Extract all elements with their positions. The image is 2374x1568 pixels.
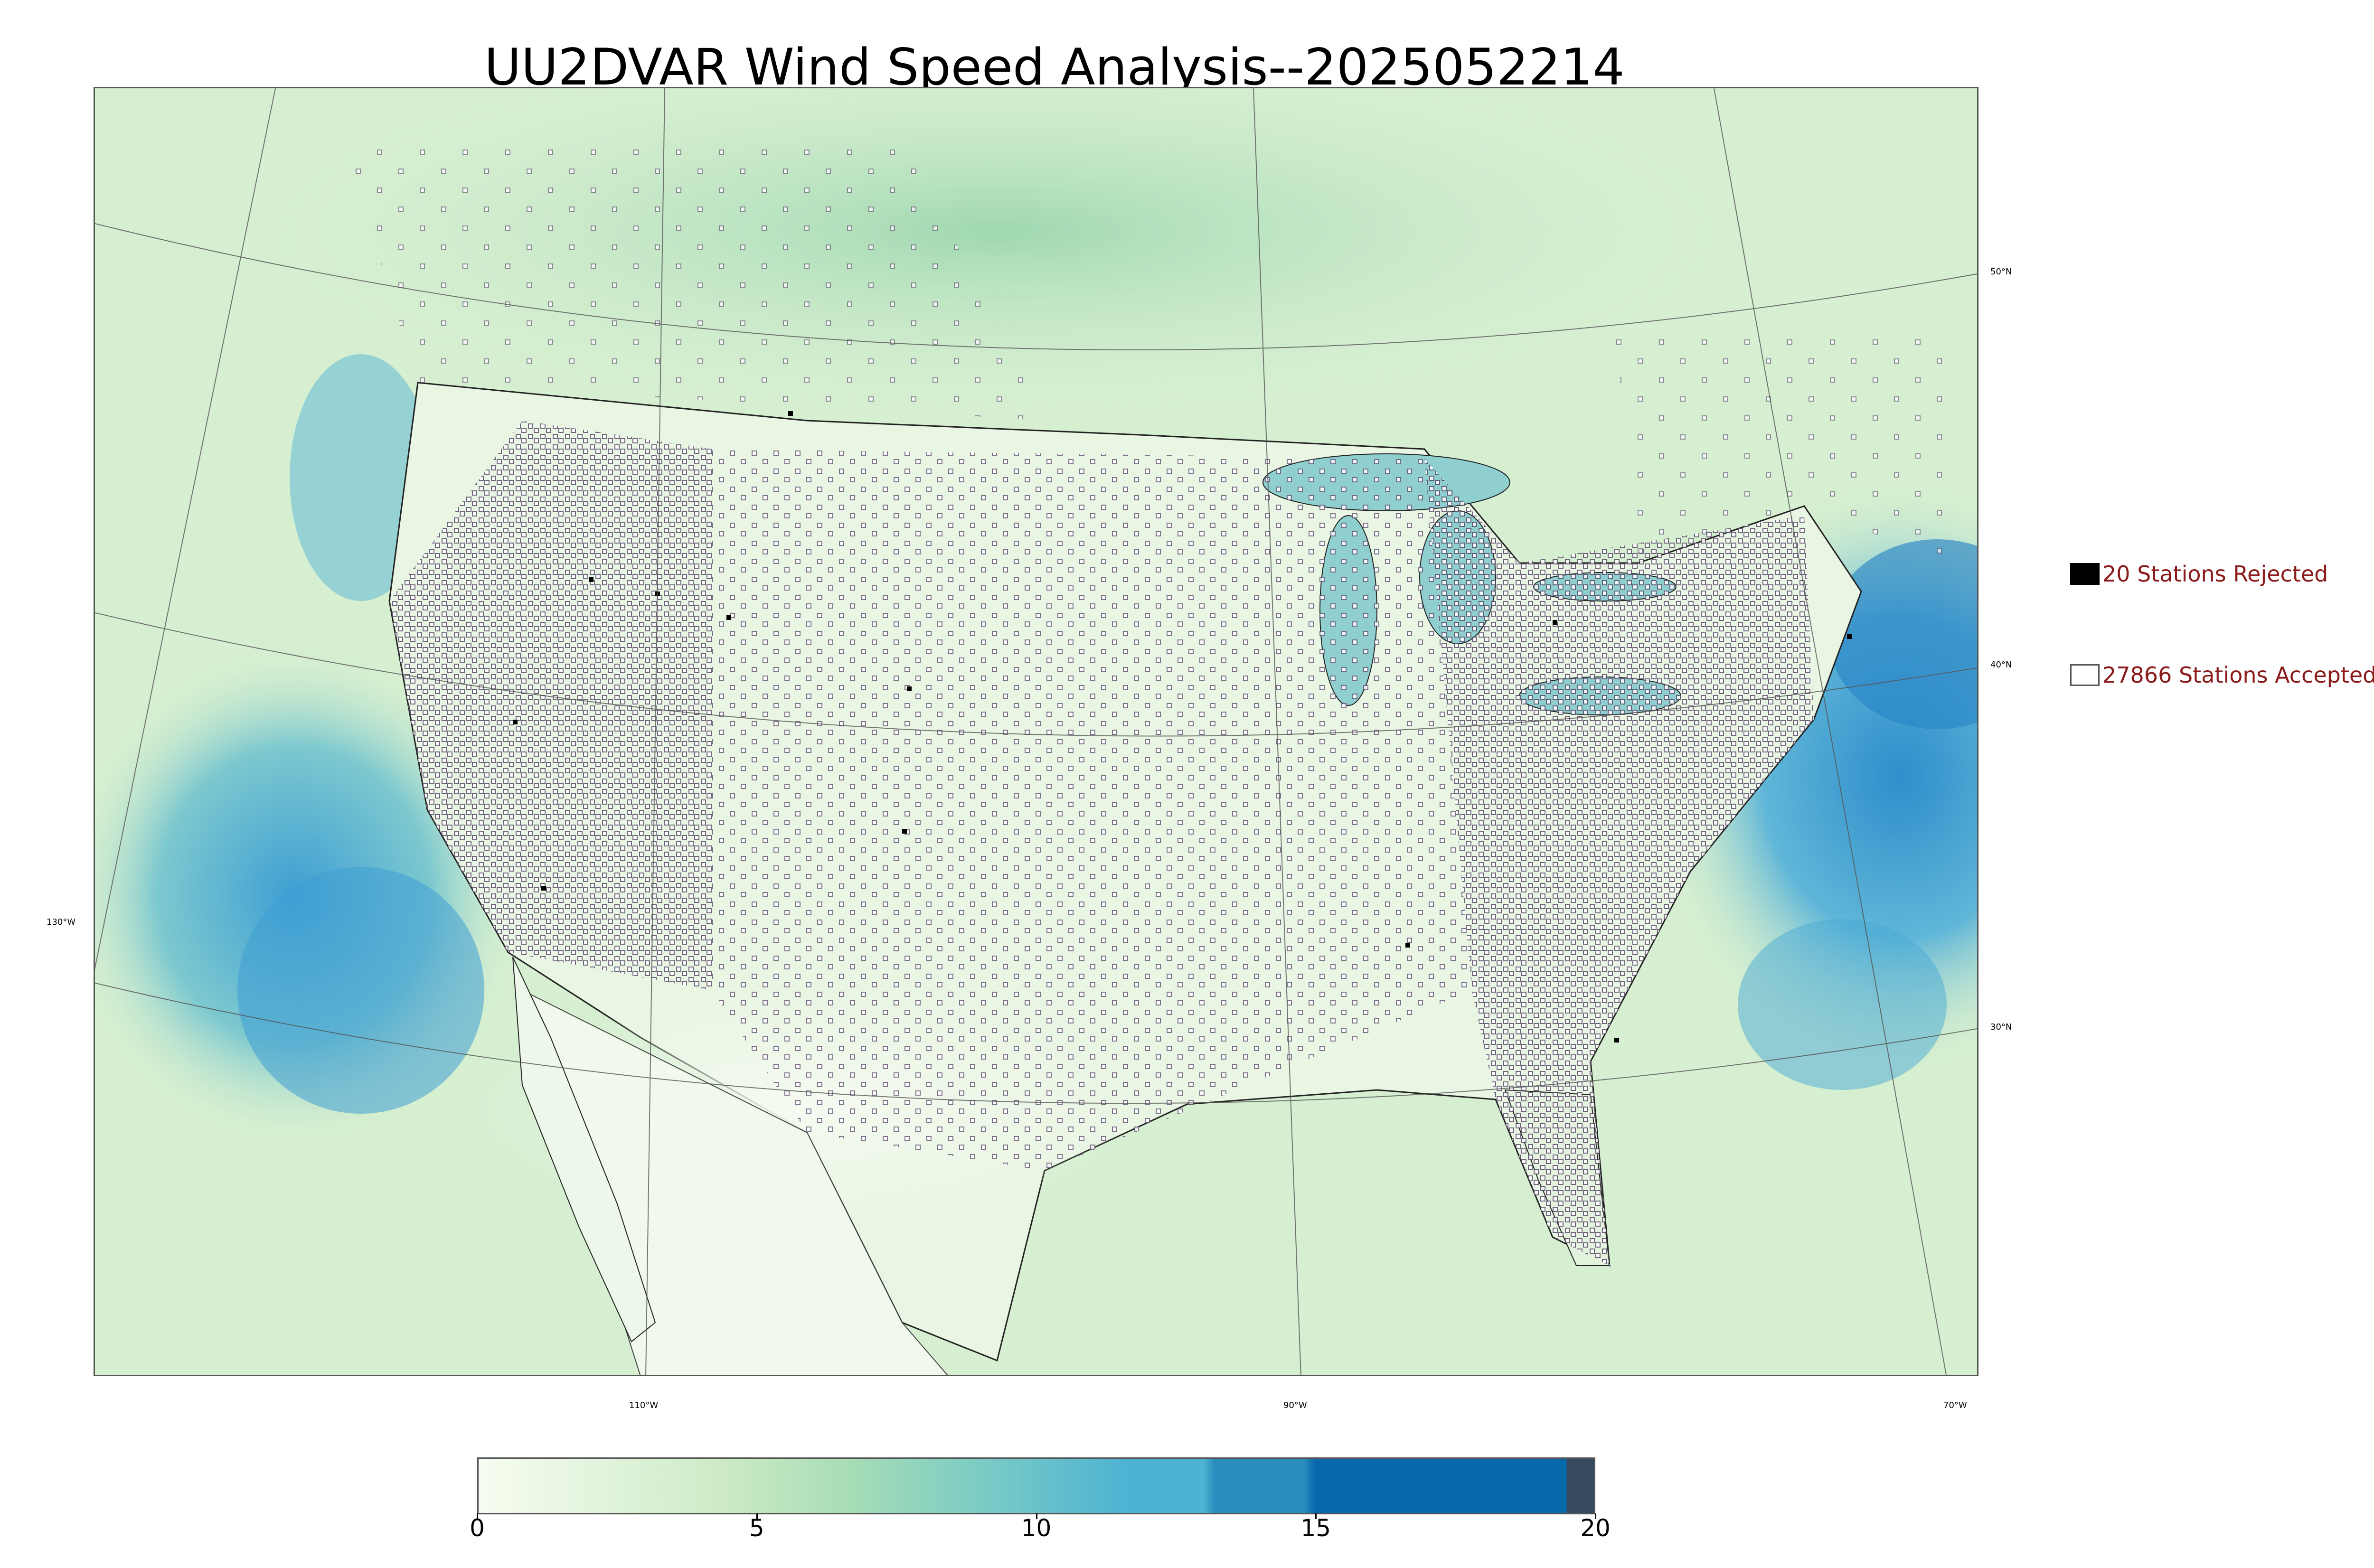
- colorbar-tick-label: 5: [749, 1514, 764, 1542]
- pacific-nw-wind: [290, 354, 432, 601]
- station-markers-canada: [342, 136, 1045, 421]
- colorbar-tick-label: 20: [1580, 1514, 1611, 1542]
- legend-rejected-swatch: [2070, 563, 2100, 585]
- station-markers-central: [712, 449, 1472, 1171]
- colorbar-tick-mark: [756, 1513, 758, 1519]
- station-markers-east: [1424, 459, 1814, 1266]
- legend-accepted: 27866 Stations Accepted: [2070, 662, 2374, 688]
- graticule: [95, 88, 1977, 1375]
- lat-label-50n: 50°N: [1990, 267, 2012, 277]
- legend-rejected-label: 20 Stations Rejected: [2102, 561, 2328, 587]
- legend-rejected: 20 Stations Rejected: [2070, 561, 2328, 587]
- colorbar-tick-mark: [1315, 1513, 1317, 1519]
- lon-label-90w: 90°W: [1283, 1400, 1307, 1410]
- colorbar-tick-mark: [477, 1513, 478, 1519]
- map-canvas: [95, 88, 1977, 1375]
- lat-label-30n: 30°N: [1990, 1022, 2012, 1032]
- wind-speed-map: [94, 87, 1978, 1376]
- lat-label-40n: 40°N: [1990, 660, 2012, 670]
- legend-accepted-label: 27866 Stations Accepted: [2102, 662, 2374, 688]
- atlantic-south-wind: [1738, 919, 1947, 1090]
- map-title: UU2DVAR Wind Speed Analysis--2025052214: [484, 38, 1625, 96]
- colorbar-tick-label: 10: [1021, 1514, 1052, 1542]
- station-markers-west: [389, 421, 712, 990]
- lon-label-110w: 110°W: [629, 1400, 659, 1410]
- colorbar-tick-label: 0: [470, 1514, 485, 1542]
- lon-label-130w: 130°W: [47, 917, 76, 927]
- legend-accepted-swatch: [2070, 664, 2100, 686]
- pacific-core-wind: [237, 867, 484, 1114]
- atlantic-core-wind: [1828, 539, 1977, 729]
- colorbar-tick-label: 15: [1300, 1514, 1331, 1542]
- lon-label-70w: 70°W: [1943, 1400, 1967, 1410]
- colorbar-tick-mark: [1036, 1513, 1037, 1519]
- colorbar-tick-mark: [1595, 1513, 1596, 1519]
- baja-peninsula: [512, 957, 656, 1343]
- station-markers-canada-east: [1614, 326, 1947, 563]
- wind-speed-colorbar: [477, 1457, 1595, 1514]
